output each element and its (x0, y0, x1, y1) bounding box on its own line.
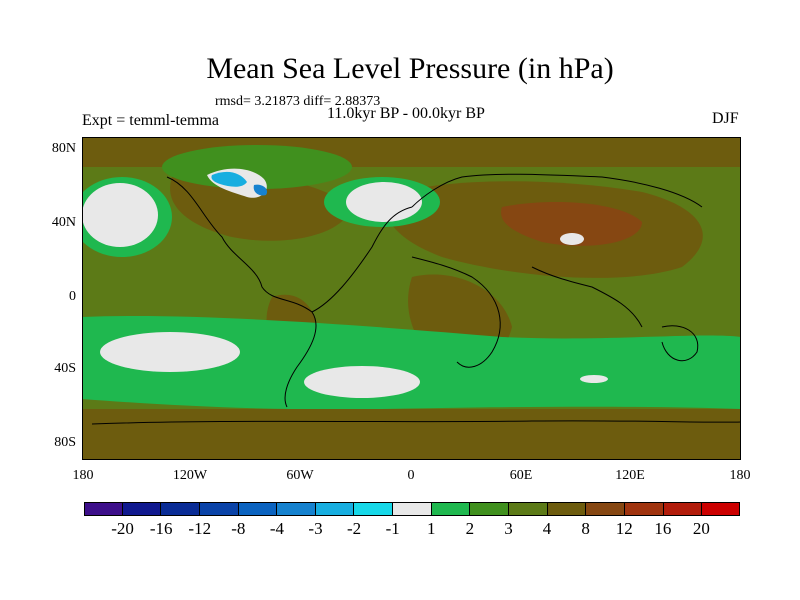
tibet-patch (560, 233, 584, 245)
colorbar-swatch (314, 502, 354, 516)
season-label: DJF (712, 110, 739, 127)
laurentide-blue (211, 171, 247, 187)
indian-ocean-patch (580, 375, 608, 383)
antarctic-band (82, 409, 741, 460)
experiment-label: Expt = temml-temma (82, 112, 219, 129)
colorbar-label: -1 (385, 519, 400, 538)
pressure-map (82, 137, 741, 460)
colorbar-swatch (701, 502, 740, 516)
lon-label-60w: 60W (286, 468, 314, 483)
north-america-high (170, 173, 352, 241)
colorbar-label: -20 (111, 519, 134, 538)
coastlines (91, 173, 741, 425)
lat-label-0: 0 (69, 289, 76, 304)
colorbar-label: 1 (427, 519, 436, 538)
hudson-blue (253, 184, 268, 196)
colorbar-swatch (430, 502, 470, 516)
colorbar-swatch (198, 502, 238, 516)
lon-label-180w: 180 (72, 468, 94, 483)
colorbar-swatch (160, 502, 199, 516)
colorbar-swatch (276, 502, 315, 516)
lon-label-120e: 120E (615, 468, 645, 483)
colorbar-swatch (508, 502, 547, 516)
colorbar-label: -12 (188, 519, 212, 538)
south-atlantic-patch (304, 366, 420, 398)
colorbar-swatch (623, 502, 663, 516)
south-pacific-patch (100, 332, 240, 372)
colorbar-swatch (237, 502, 277, 516)
lat-label-80n: 80N (51, 141, 76, 156)
map-title: Mean Sea Level Pressure (in hPa) (206, 52, 614, 85)
colorbar-swatch (662, 502, 702, 516)
rmsd-diff-stats: rmsd= 3.21873 diff= 2.88373 (215, 94, 381, 109)
lat-label-40s: 40S (54, 361, 76, 376)
colorbar-label: 4 (542, 519, 552, 538)
lon-label-0: 0 (407, 468, 415, 483)
colorbar-label: -4 (269, 519, 285, 538)
colorbar-label: 16 (654, 519, 672, 538)
lon-label-180e: 180 (729, 468, 751, 483)
colorbar-swatch (84, 502, 122, 516)
map-frame (82, 137, 741, 460)
colorbar-swatch (585, 502, 624, 516)
colorbar-swatch (546, 502, 586, 516)
time-period-label: 11.0kyr BP - 00.0kyr BP (327, 105, 485, 122)
colorbar-label: 12 (615, 519, 633, 538)
colorbar-swatch (353, 502, 393, 516)
colorbar-label: -16 (149, 519, 173, 538)
colorbar-label: 3 (504, 519, 513, 538)
lon-label-60e: 60E (509, 468, 533, 483)
north-pacific-patch (82, 183, 158, 247)
lon-label-120w: 120W (172, 468, 208, 483)
southern-green-band (82, 316, 741, 410)
colorbar-label: -8 (231, 519, 246, 538)
colorbar-label: 20 (692, 519, 710, 538)
north-atlantic-patch (346, 182, 422, 222)
colorbar-label: -3 (308, 519, 323, 538)
siberian-high (501, 202, 642, 246)
colorbar (84, 502, 740, 516)
colorbar-swatch (469, 502, 509, 516)
colorbar-label: -2 (347, 519, 362, 538)
colorbar-label: 2 (465, 519, 475, 538)
lat-label-80s: 80S (54, 435, 76, 450)
lat-label-40n: 40N (51, 215, 76, 230)
colorbar-swatch (121, 502, 161, 516)
colorbar-label: 8 (581, 519, 590, 538)
colorbar-swatch (392, 502, 431, 516)
